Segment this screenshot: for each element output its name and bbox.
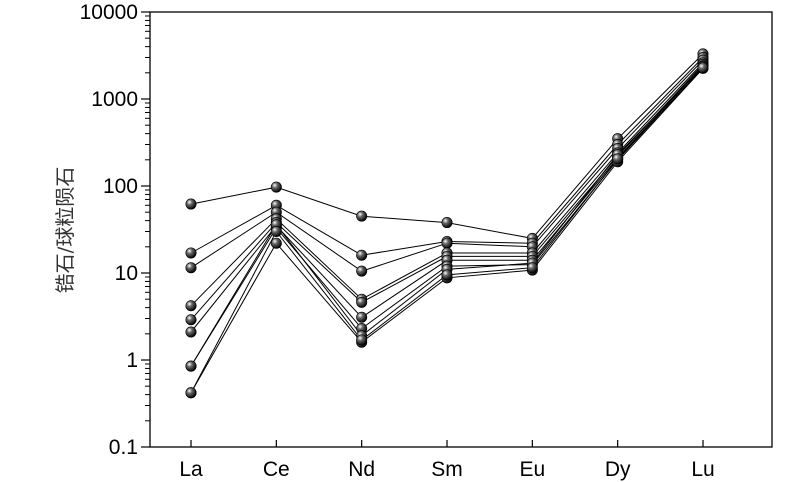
y-tick-label: 100 [103, 175, 138, 198]
x-tick-label: Dy [605, 458, 631, 481]
data-point [185, 262, 197, 274]
y-tick-label: 0.1 [109, 436, 138, 459]
y-tick-label: 1000 [91, 88, 138, 111]
x-tick-label: Sm [431, 458, 463, 481]
y-tick-label: 10000 [80, 1, 138, 24]
series-10 [190, 67, 704, 394]
data-point [697, 62, 709, 74]
data-point [185, 326, 197, 338]
data-point [185, 360, 197, 372]
data-point [612, 153, 624, 165]
x-tick-label: La [179, 458, 203, 481]
data-point [441, 217, 453, 229]
x-tick-label: Ce [263, 458, 290, 481]
data-point [356, 265, 368, 277]
series-8 [190, 68, 704, 394]
data-point [270, 181, 282, 193]
series-line [190, 67, 704, 367]
data-point [270, 225, 282, 237]
data-point [356, 249, 368, 261]
data-point [270, 237, 282, 249]
data-point [526, 262, 538, 274]
series-layer [185, 48, 709, 399]
series-line [190, 66, 704, 367]
data-point [441, 237, 453, 249]
data-point [356, 210, 368, 222]
series-7 [190, 67, 704, 367]
axis-layer [149, 11, 773, 448]
x-tick-label: Eu [519, 458, 545, 481]
series-line [190, 68, 704, 394]
series-line [190, 65, 704, 333]
data-point [185, 387, 197, 399]
tick-layer: 0.1 1 10 100 1000 10000 La Ce Nd Sm Eu Dy Lu [80, 1, 715, 481]
x-tick-label: Nd [348, 458, 375, 481]
series-9 [190, 66, 704, 367]
series-6 [190, 65, 704, 333]
plot-frame [149, 11, 773, 448]
data-point [356, 296, 368, 308]
data-point [185, 314, 197, 326]
data-point [185, 247, 197, 259]
data-point [185, 198, 197, 210]
y-tick-label: 10 [115, 262, 138, 285]
y-axis-label: 锆石/球粒陨石 [53, 167, 77, 294]
x-tick-label: Lu [691, 458, 714, 481]
data-point [356, 334, 368, 346]
data-point [441, 269, 453, 281]
data-point [185, 300, 197, 312]
y-tick-label: 1 [126, 349, 138, 372]
series-line [190, 67, 704, 394]
data-point [356, 311, 368, 323]
